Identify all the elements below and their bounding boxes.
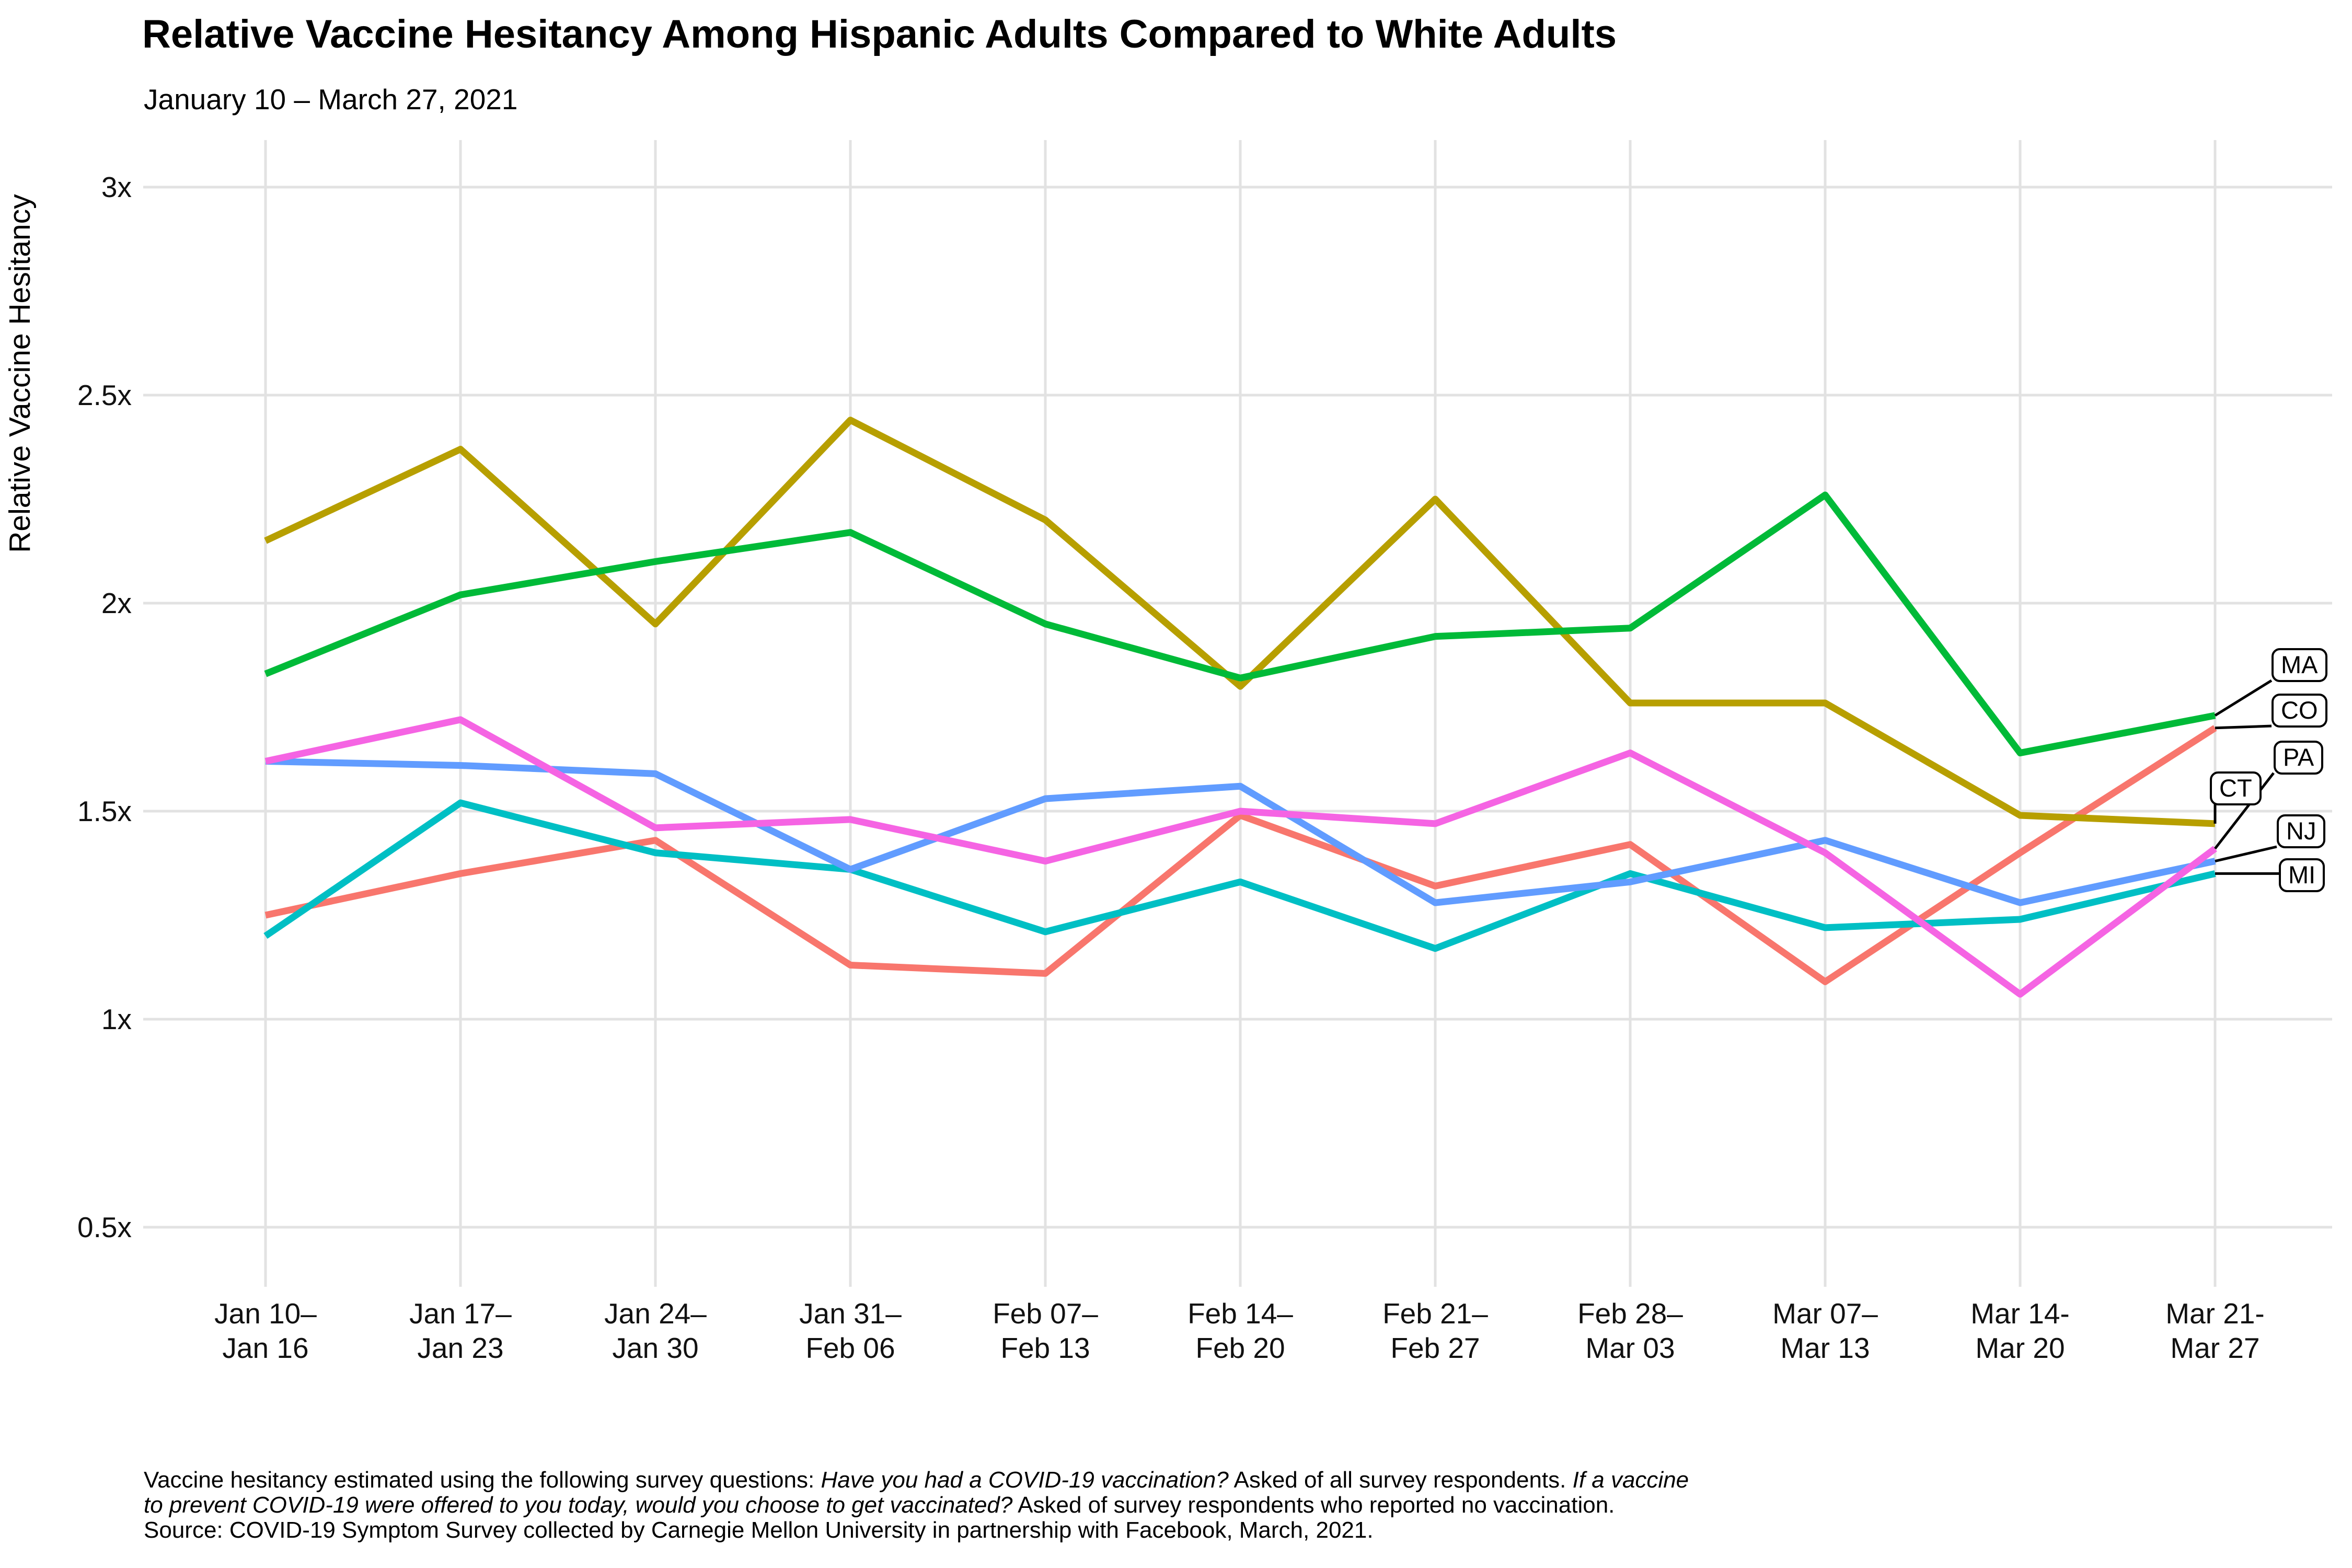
footer-caption: Vaccine hesitancy estimated using the fo… xyxy=(144,1468,1689,1543)
series-line-MI xyxy=(263,799,2216,952)
x-tick-label: Jan 31– Feb 06 xyxy=(799,1297,902,1364)
series-label-NJ: NJ xyxy=(2277,814,2326,848)
footer-text: Vaccine hesitancy estimated using the fo… xyxy=(144,1467,821,1493)
y-tick-label: 1x xyxy=(101,1003,132,1035)
series-line-CO xyxy=(264,725,2217,985)
leader-line-MA xyxy=(2214,679,2273,717)
x-tick-label: Mar 21-Mar 27 xyxy=(2165,1297,2265,1364)
x-tick-label: Feb 07– Feb 13 xyxy=(993,1297,1098,1364)
footer-survey-question: If a vaccine xyxy=(1572,1467,1689,1493)
footer-line: to prevent COVID-19 were offered to you … xyxy=(144,1492,1689,1518)
series-line-MA xyxy=(264,491,2216,757)
y-tick-label: 2.5x xyxy=(77,379,132,411)
y-tick-label: 3x xyxy=(101,171,132,203)
footer-text: Source: COVID-19 Symptom Survey collecte… xyxy=(144,1517,1374,1543)
series-label-CO: CO xyxy=(2272,694,2327,728)
y-tick-label: 2x xyxy=(101,587,132,619)
leader-line-NJ xyxy=(2215,845,2277,862)
leader-line-PA xyxy=(2214,772,2275,850)
footer-survey-question: Have you had a COVID-19 vaccination? xyxy=(821,1467,1229,1493)
footer-line: Source: COVID-19 Symptom Survey collecte… xyxy=(144,1517,1689,1543)
x-tick-label: Jan 17– Jan 23 xyxy=(409,1297,512,1364)
footer-line: Vaccine hesitancy estimated using the fo… xyxy=(144,1468,1689,1493)
x-tick-label: Feb 28– Mar 03 xyxy=(1577,1297,1683,1364)
x-tick-label: Mar 14-Mar 20 xyxy=(1970,1297,2070,1364)
footer-survey-question: to prevent COVID-19 were offered to you … xyxy=(144,1492,1013,1518)
series-line-PA xyxy=(264,716,2217,998)
footer-text: Asked of survey respondents who reported… xyxy=(1012,1492,1615,1518)
y-tick-label: 1.5x xyxy=(77,795,132,827)
footer-text: Asked of all survey respondents. xyxy=(1228,1467,1573,1493)
series-label-MI: MI xyxy=(2279,858,2325,892)
series-line-CT xyxy=(264,417,2216,827)
x-tick-label: Jan 10– Jan 16 xyxy=(214,1297,317,1364)
x-tick-label: Jan 24– Jan 30 xyxy=(604,1297,707,1364)
series-label-CT: CT xyxy=(2210,771,2262,805)
chart-title: Relative Vaccine Hesitancy Among Hispani… xyxy=(142,12,1617,56)
x-tick-label: Feb 21– Feb 27 xyxy=(1382,1297,1488,1364)
x-tick-label: Mar 07– Mar 13 xyxy=(1772,1297,1878,1364)
chart-subtitle: January 10 – March 27, 2021 xyxy=(144,83,518,116)
y-tick-label: 0.5x xyxy=(77,1211,132,1243)
series-line-NJ xyxy=(265,757,2216,906)
series-label-MA: MA xyxy=(2272,648,2327,682)
x-tick-label: Feb 14– Feb 20 xyxy=(1187,1297,1293,1364)
leader-line-CO xyxy=(2215,724,2272,730)
series-label-PA: PA xyxy=(2274,741,2324,775)
